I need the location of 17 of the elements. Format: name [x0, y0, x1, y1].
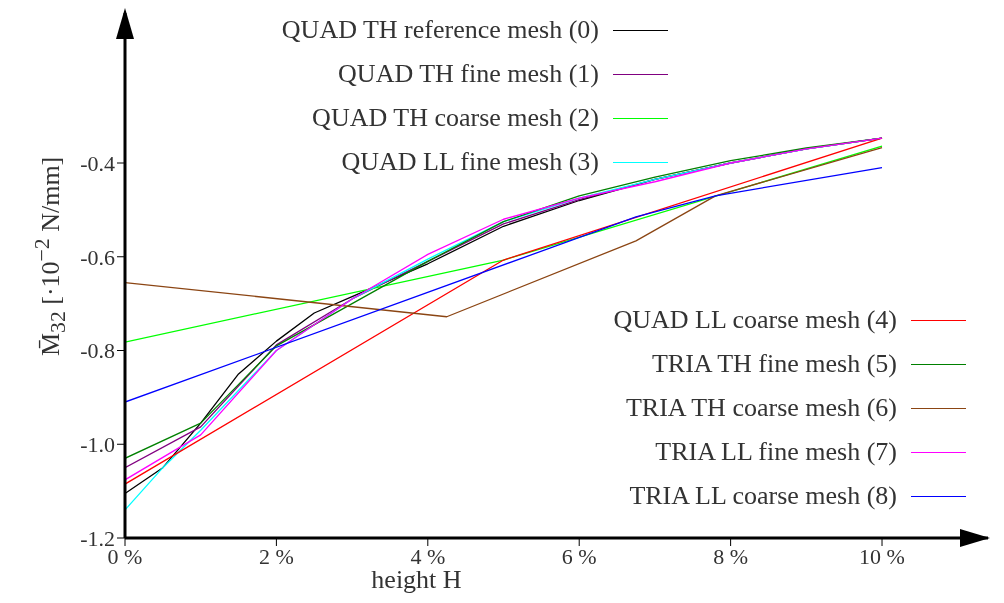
legend-label: TRIA LL fine mesh (7): [655, 437, 897, 467]
x-tick-label: 2 %: [258, 543, 294, 569]
y-tick-label: -0.4: [80, 150, 115, 176]
legend-label: TRIA LL coarse mesh (8): [629, 481, 897, 511]
y-tick-label: -0.6: [80, 244, 115, 270]
legend-label: TRIA TH fine mesh (5): [651, 349, 897, 379]
y-tick-label: -0.8: [80, 338, 115, 364]
legend-label: QUAD TH coarse mesh (2): [312, 103, 599, 133]
legend-label: QUAD TH fine mesh (1): [338, 59, 599, 89]
legend-label: QUAD TH reference mesh (0): [281, 15, 599, 45]
legend-label: QUAD LL fine mesh (3): [341, 147, 599, 177]
y-tick-label: -1.0: [80, 432, 115, 458]
legend-label: TRIA TH coarse mesh (6): [625, 393, 897, 423]
x-tick-label: 8 %: [713, 543, 749, 569]
x-tick-label: 6 %: [561, 543, 597, 569]
x-tick-label: 10 %: [859, 543, 905, 569]
legend-label: QUAD LL coarse mesh (4): [613, 305, 897, 335]
